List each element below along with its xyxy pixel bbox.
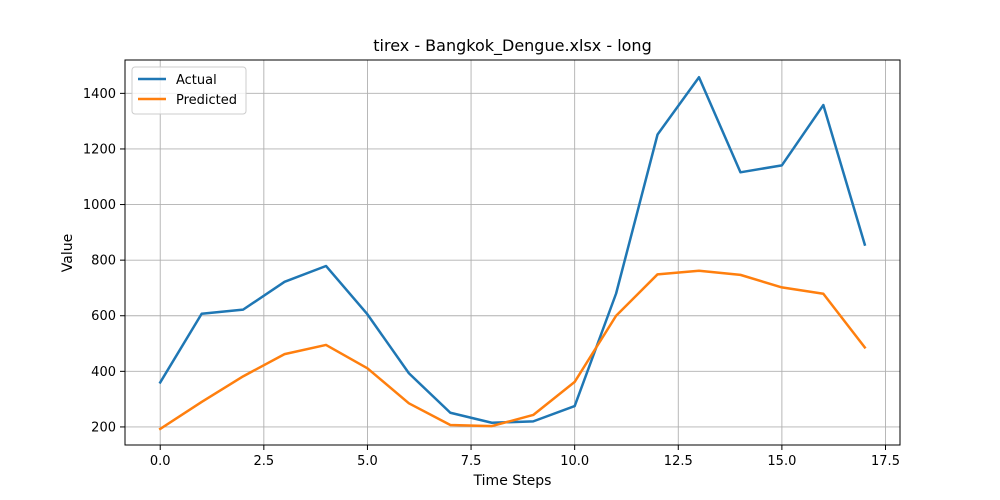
x-tick-label: 5.0 (357, 454, 378, 469)
y-tick-label: 200 (91, 420, 116, 435)
chart-title: tirex - Bangkok_Dengue.xlsx - long (373, 36, 651, 56)
y-tick-label: 1000 (83, 198, 116, 213)
y-tick-label: 600 (91, 309, 116, 324)
y-tick-label: 400 (91, 365, 116, 380)
legend: Actual Predicted (131, 66, 247, 115)
series-layer (158, 75, 867, 431)
x-tick-label: 15.0 (767, 454, 796, 469)
x-axis-label: Time Steps (473, 473, 552, 489)
legend-label-actual: Actual (176, 73, 217, 88)
x-tick-label: 17.5 (871, 454, 900, 469)
legend-label-predicted: Predicted (176, 93, 237, 108)
y-tick-label: 800 (91, 254, 116, 269)
plot-background (125, 60, 900, 445)
x-tick-label: 7.5 (461, 454, 482, 469)
series-line-predicted (158, 269, 867, 431)
plot-frame (124, 59, 901, 446)
x-axis-ticks: 0.0 2.5 5.0 7.5 10.0 12.5 15.0 17.5 (150, 445, 900, 469)
x-tick-label: 12.5 (664, 454, 693, 469)
x-tick-label: 10.0 (560, 454, 589, 469)
x-tick-label: 2.5 (253, 454, 274, 469)
y-tick-label: 1200 (83, 142, 116, 157)
y-tick-label: 1400 (83, 87, 116, 102)
y-axis-ticks: 200 400 600 800 1000 1200 1400 (83, 87, 125, 435)
grid-lines (125, 60, 900, 445)
series-line-actual (158, 75, 867, 425)
x-tick-label: 0.0 (150, 454, 171, 469)
y-axis-label: Value (60, 234, 76, 272)
